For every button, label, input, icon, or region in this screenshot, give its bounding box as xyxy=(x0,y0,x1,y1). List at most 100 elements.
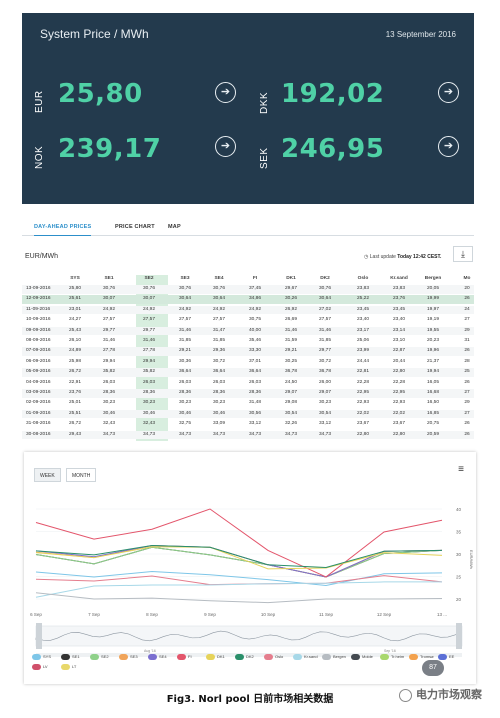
price-cell: 27,78 xyxy=(142,348,155,354)
month-button[interactable]: MONTH xyxy=(66,468,97,482)
legend-item-se3[interactable]: SE3 xyxy=(119,654,138,660)
price-cell: 25,06 xyxy=(356,338,369,343)
legend-label: LT xyxy=(72,664,77,670)
price-cell: 37,01 xyxy=(248,358,261,364)
price-cell: 27 xyxy=(464,410,470,416)
wechat-icon xyxy=(399,688,412,702)
price-cell: 32,43 xyxy=(142,421,155,427)
arrow-right-icon[interactable]: ➔ xyxy=(215,82,236,103)
legend-item-krsand[interactable]: Kr.sand xyxy=(293,654,318,660)
price-cell: 20 xyxy=(464,286,470,291)
price-cell: 26,03 xyxy=(212,379,225,385)
series-line-sys xyxy=(35,571,443,587)
price-cell: 30,76 xyxy=(318,286,331,291)
price-cell: 22,80 xyxy=(392,369,405,375)
price-cell: 30,76 xyxy=(142,286,155,291)
x-tick-label: 12 Sep xyxy=(377,612,392,617)
tab-map[interactable]: MAP xyxy=(168,224,181,230)
price-cell: 32,75 xyxy=(178,421,191,427)
arrow-right-icon[interactable]: ➔ xyxy=(215,136,236,157)
legend-item-oslo[interactable]: Oslo xyxy=(264,654,283,660)
legend-item-dk1[interactable]: DK1 xyxy=(206,654,225,660)
price-cell: 26 xyxy=(464,296,470,302)
price-cell: 27,57 xyxy=(102,317,115,323)
price-cell: 25,22 xyxy=(356,296,369,302)
price-cell: 33,12 xyxy=(248,421,261,427)
price-cell: 19,19 xyxy=(426,317,439,323)
price-cell: 34,73 xyxy=(212,431,225,437)
download-icon[interactable]: ⤓ xyxy=(453,246,473,262)
legend-item-se1[interactable]: SE1 xyxy=(61,654,80,660)
x-tick-label: 6 Sep xyxy=(30,612,42,617)
legend-item-sys[interactable]: SYS xyxy=(32,654,51,660)
price-cell: 27,57 xyxy=(318,317,331,323)
tab-day-ahead-prices[interactable]: DAY-AHEAD PRICES xyxy=(34,224,92,236)
last-update-label: Last update xyxy=(369,254,396,260)
legend-item-lt[interactable]: LT xyxy=(61,664,76,670)
legend-label: SE2 xyxy=(101,654,109,660)
price-cell: 29,07 xyxy=(284,390,297,395)
price-cell: DK2 xyxy=(320,276,330,281)
price-cell: 22,02 xyxy=(356,410,369,416)
price-cell: 31,46 xyxy=(178,327,191,333)
price-cell: 30,23 xyxy=(212,400,225,406)
legend-item-fi[interactable]: FI xyxy=(177,654,192,660)
price-cell: 22,95 xyxy=(356,390,369,395)
price-cell: 29,67 xyxy=(284,286,297,291)
watermark-text: 电力市场观察 xyxy=(416,688,482,701)
arrow-right-icon[interactable]: ➔ xyxy=(438,82,459,103)
tab-price-chart[interactable]: PRICE CHART xyxy=(115,224,155,230)
legend-item-molde[interactable]: Molde xyxy=(351,654,373,660)
table-row: 01-09-2016 25,51 30,46 30,46 30,46 30,46 30,56… xyxy=(22,409,474,419)
price-cell: 24,92 xyxy=(178,306,191,312)
price-cell: Oslo xyxy=(357,276,369,281)
price-cell: 22,95 xyxy=(392,390,405,395)
table-row: 10-09-2016 24,27 27,57 27,57 27,57 27,57 30,75… xyxy=(22,316,474,325)
price-cell: 16,68 xyxy=(426,390,439,395)
watermark: 电力市场观察 xyxy=(399,686,482,702)
price-cell: 22,80 xyxy=(392,431,405,437)
date-cell: 31-08-2016 xyxy=(26,421,51,427)
y-tick-label: 25 xyxy=(456,575,462,580)
week-button[interactable]: WEEK xyxy=(34,468,61,482)
price-cell: 22,28 xyxy=(356,379,369,385)
legend-item-se4[interactable]: SE4 xyxy=(148,654,167,660)
series-line-dk2 xyxy=(35,544,443,569)
price-cell: 36,64 xyxy=(248,369,261,375)
price-cell: 25 xyxy=(464,369,470,375)
currency-dkk-label: DKK xyxy=(259,91,270,114)
price-sek-value: 246,95 xyxy=(281,134,385,164)
price-cell: 25,80 xyxy=(68,286,81,291)
price-cell: 27 xyxy=(464,317,470,323)
table-row: 09-09-2016 25,43 29,77 29,77 31,46 31,47 40,00… xyxy=(22,326,474,336)
price-cell: 22,02 xyxy=(392,410,405,416)
price-cell: 30,75 xyxy=(248,317,261,323)
legend-item-ee[interactable]: EE xyxy=(438,654,454,660)
price-cell: 29,77 xyxy=(102,327,115,333)
table-row: 12-09-2016 25,61 30,07 30,07 30,64 30,64 34,86… xyxy=(22,295,474,304)
legend-item-troms[interactable]: Tromsø xyxy=(409,654,434,660)
table-unit: EUR/MWh xyxy=(25,253,59,260)
series-line-se2 xyxy=(35,546,443,578)
price-cell: 27,57 xyxy=(178,317,191,323)
price-cell: 26 xyxy=(464,421,470,427)
price-cell: 27,57 xyxy=(212,317,225,323)
legend-item-lv[interactable]: LV xyxy=(32,664,48,670)
legend-item-se2[interactable]: SE2 xyxy=(90,654,109,660)
legend-item-dk2[interactable]: DK2 xyxy=(235,654,254,660)
legend-item-bergen[interactable]: Bergen xyxy=(322,654,346,660)
price-cell: 30,46 xyxy=(178,410,191,416)
hamburger-menu-icon[interactable]: ≡ xyxy=(458,464,464,475)
price-cell: 30,72 xyxy=(318,358,331,364)
price-cell: 29,36 xyxy=(212,348,225,354)
price-cell: 30,54 xyxy=(284,410,297,416)
price-cell: 24,92 xyxy=(212,306,225,312)
legend-item-trheim[interactable]: Tr.heim xyxy=(380,654,404,660)
legend-label: DK1 xyxy=(217,654,225,660)
price-cell: 23,83 xyxy=(356,286,369,291)
price-cell: 30,23 xyxy=(142,400,155,406)
price-cell: 31,48 xyxy=(248,400,261,406)
price-cell: 29,21 xyxy=(178,348,191,354)
price-cell: 29,77 xyxy=(142,327,155,333)
arrow-right-icon[interactable]: ➔ xyxy=(438,136,459,157)
